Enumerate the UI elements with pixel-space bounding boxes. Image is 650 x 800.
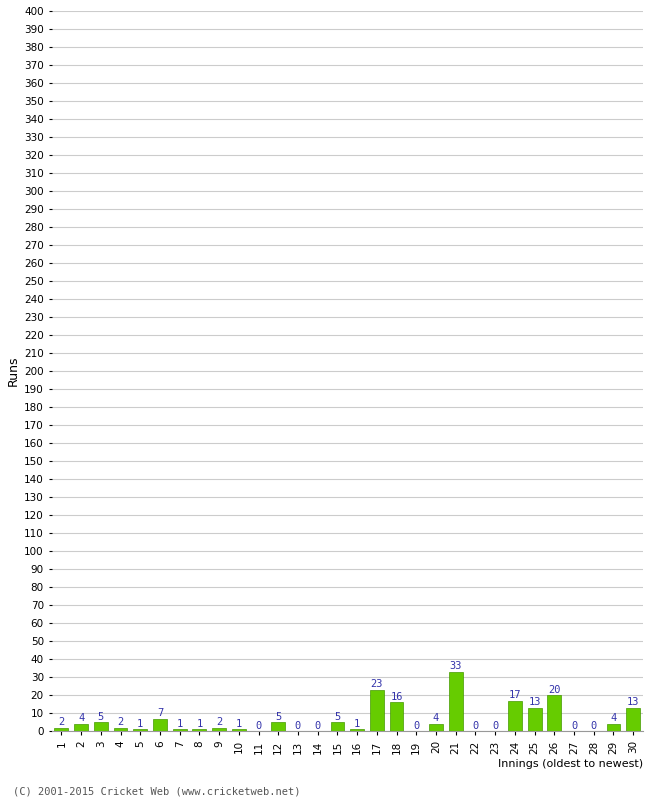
Bar [606, 724, 620, 731]
Text: 0: 0 [315, 721, 321, 730]
Text: 0: 0 [571, 721, 577, 730]
Text: 13: 13 [528, 698, 541, 707]
Bar [547, 695, 561, 731]
Text: 20: 20 [548, 685, 560, 694]
Text: 4: 4 [433, 714, 439, 723]
Text: 0: 0 [492, 721, 499, 730]
Text: 5: 5 [334, 712, 341, 722]
Text: 4: 4 [610, 714, 617, 723]
Bar [114, 728, 127, 731]
Bar [528, 708, 541, 731]
Text: 7: 7 [157, 708, 163, 718]
Text: 2: 2 [118, 717, 124, 727]
Bar [173, 730, 187, 731]
Text: 33: 33 [450, 662, 462, 671]
Y-axis label: Runs: Runs [7, 356, 20, 386]
Bar [271, 722, 285, 731]
Text: 1: 1 [354, 719, 360, 729]
Text: 1: 1 [177, 719, 183, 729]
Bar [370, 690, 384, 731]
Text: 0: 0 [255, 721, 262, 730]
Text: 1: 1 [196, 719, 203, 729]
Bar [74, 724, 88, 731]
Text: 2: 2 [58, 717, 64, 727]
Text: 0: 0 [295, 721, 301, 730]
Text: 17: 17 [509, 690, 521, 700]
Text: 13: 13 [627, 698, 640, 707]
Bar [153, 718, 167, 731]
Bar [133, 730, 147, 731]
Bar [94, 722, 108, 731]
Bar [449, 672, 463, 731]
Text: 0: 0 [473, 721, 478, 730]
Bar [212, 728, 226, 731]
Text: 2: 2 [216, 717, 222, 727]
Bar [508, 701, 522, 731]
Bar [330, 722, 344, 731]
Bar [232, 730, 246, 731]
Text: 0: 0 [591, 721, 597, 730]
Bar [55, 728, 68, 731]
Bar [429, 724, 443, 731]
Text: 5: 5 [275, 712, 281, 722]
Bar [627, 708, 640, 731]
Text: 1: 1 [137, 719, 144, 729]
Text: 23: 23 [370, 679, 383, 690]
Text: 5: 5 [98, 712, 104, 722]
Text: 1: 1 [236, 719, 242, 729]
Bar [389, 702, 404, 731]
Text: 0: 0 [413, 721, 419, 730]
Text: 4: 4 [78, 714, 84, 723]
Bar [192, 730, 206, 731]
X-axis label: Innings (oldest to newest): Innings (oldest to newest) [498, 759, 643, 769]
Text: (C) 2001-2015 Cricket Web (www.cricketweb.net): (C) 2001-2015 Cricket Web (www.cricketwe… [13, 786, 300, 796]
Bar [350, 730, 364, 731]
Text: 16: 16 [390, 692, 403, 702]
